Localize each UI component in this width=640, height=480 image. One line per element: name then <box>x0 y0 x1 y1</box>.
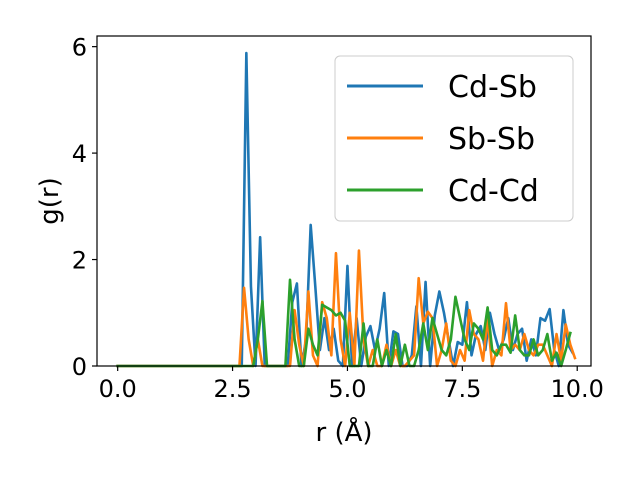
x-tick-label: 10.0 <box>550 375 603 403</box>
y-tick-label: 4 <box>72 140 87 168</box>
legend-entries: Cd-Sb Sb-Sb Cd-Cd <box>347 70 539 209</box>
tick-layer: 0.0 2.5 5.0 7.5 10.0 0 2 4 6 <box>72 34 604 403</box>
series-line-cd-sb <box>116 51 575 368</box>
x-tick-label: 5.0 <box>328 375 366 403</box>
legend: Cd-Sb Sb-Sb Cd-Cd <box>334 55 574 222</box>
legend-label: Cd-Sb <box>448 70 537 105</box>
plot-frame <box>96 35 592 367</box>
legend-label: Cd-Cd <box>448 174 539 209</box>
series-line-cd-cd <box>116 278 572 368</box>
x-tick-label: 0.0 <box>99 375 137 403</box>
x-axis-label: r (Å) <box>315 416 372 448</box>
legend-label: Sb-Sb <box>448 122 535 157</box>
y-tick-label: 2 <box>72 247 87 275</box>
series-line-sb-sb <box>116 249 577 368</box>
x-tick-label: 2.5 <box>213 375 251 403</box>
legend-box <box>334 55 574 222</box>
y-tick-label: 6 <box>72 34 87 62</box>
y-axis-label: g(r) <box>35 177 65 224</box>
series-layer <box>116 51 577 368</box>
y-tick-label: 0 <box>72 353 87 381</box>
x-tick-label: 7.5 <box>443 375 481 403</box>
